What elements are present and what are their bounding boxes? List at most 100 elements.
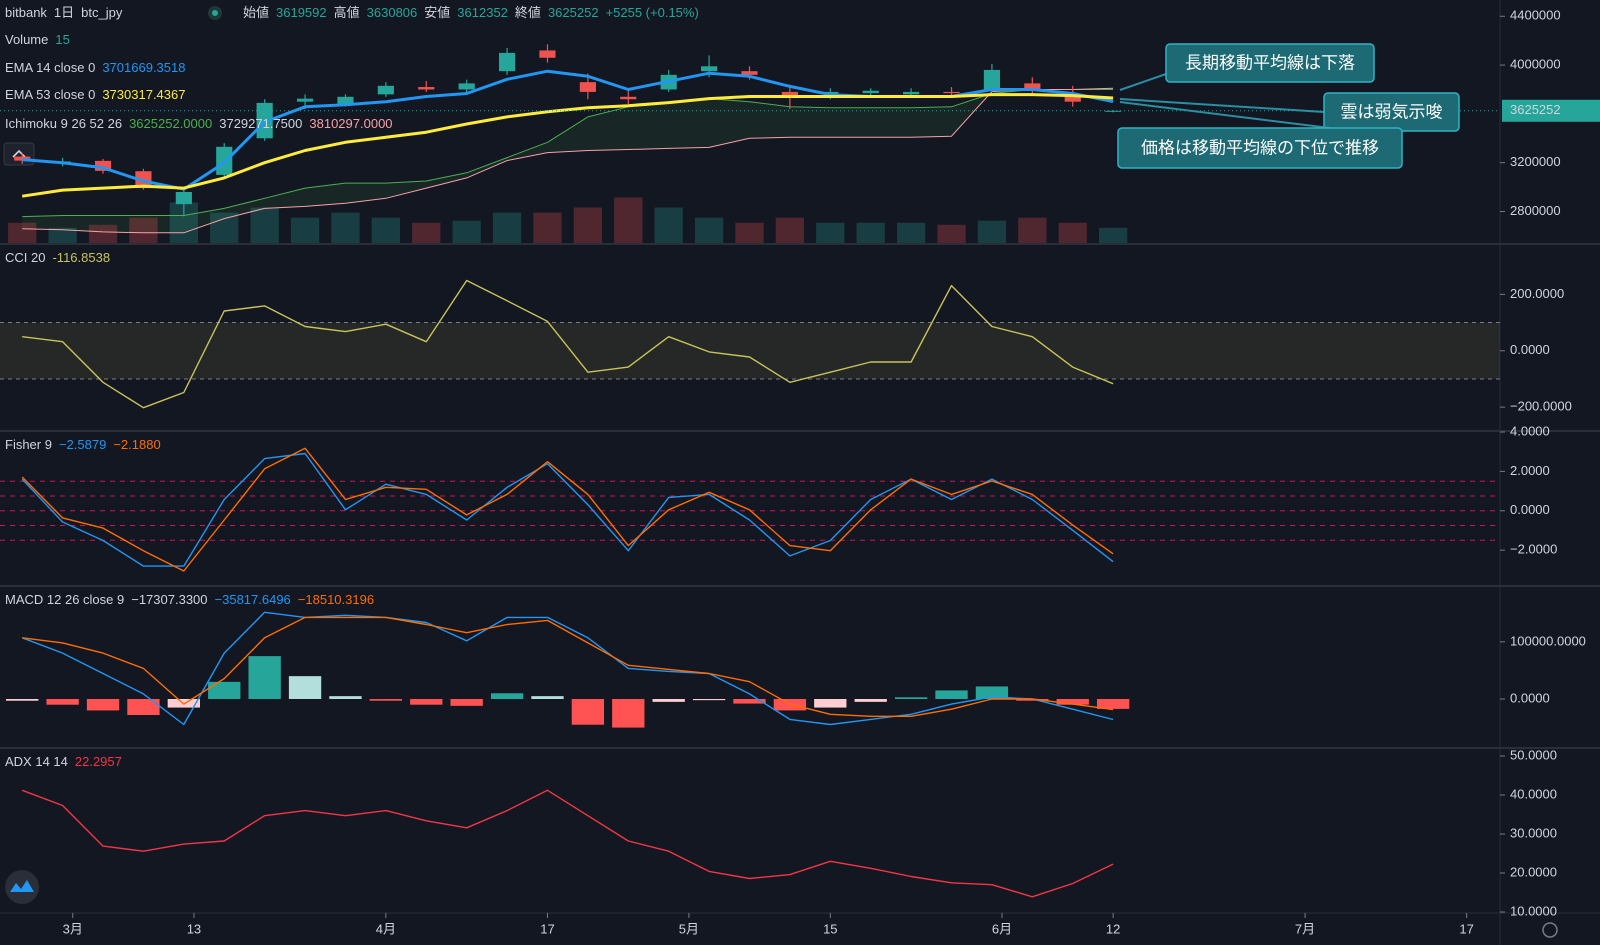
y-tick-label: 2800000 <box>1510 203 1561 218</box>
callout-pointer <box>1119 101 1331 129</box>
candle-body <box>296 98 314 102</box>
indicator-line <box>22 616 1114 717</box>
candle-body <box>943 91 960 94</box>
y-tick-label: 40.0000 <box>1510 786 1557 801</box>
histogram-bar <box>127 699 160 715</box>
y-tick-label: 20.0000 <box>1510 864 1557 879</box>
volume-bar <box>856 222 885 243</box>
histogram-bar <box>935 690 968 699</box>
legend-text: ADX 14 14 <box>5 754 68 769</box>
legend-row: Ichimoku 9 26 52 26 3625252.0000 3729271.7… <box>5 116 393 131</box>
histogram-bar <box>1096 699 1130 709</box>
legend-text: Ichimoku 9 26 52 26 <box>5 116 122 131</box>
candle-body <box>701 66 718 72</box>
volume-bar <box>88 224 118 243</box>
legend-row: Fisher 9 −2.5879 −2.1880 <box>5 437 161 452</box>
x-tick-label: 6月 <box>992 921 1012 936</box>
legend-row: EMA 14 close 0 3701669.3518 <box>5 60 185 75</box>
candle-body <box>579 82 596 92</box>
collapse-button[interactable] <box>3 142 35 166</box>
volume-bar <box>452 220 481 243</box>
legend-text: −18510.3196 <box>298 592 374 607</box>
legend-row: MACD 12 26 close 9 −17307.3300 −35817.6496… <box>5 592 374 607</box>
legend-text: EMA 53 close 0 <box>5 87 95 102</box>
y-tick-label: 100000.0000 <box>1510 633 1586 648</box>
histogram-bar <box>652 699 685 702</box>
histogram-bar <box>612 699 645 728</box>
candle-body <box>94 160 112 171</box>
volume-bar <box>937 224 966 243</box>
legend-text: 3630806 <box>367 5 418 20</box>
volume-bar <box>1098 227 1128 243</box>
y-tick-label: 3200000 <box>1510 154 1561 169</box>
ema-line <box>21 93 1114 198</box>
legend-text: −2.5879 <box>59 437 106 452</box>
histogram-bar <box>490 693 524 699</box>
histogram-bar <box>571 699 605 725</box>
y-tick-label: −2.0000 <box>1510 542 1557 557</box>
volume-bar <box>1058 222 1087 243</box>
candle-body <box>1024 83 1041 90</box>
callout-box <box>1117 127 1403 169</box>
histogram-bar <box>86 699 120 711</box>
legend-text: 3729271.7500 <box>219 116 302 131</box>
indicator-line <box>22 279 1114 409</box>
histogram-bar <box>6 699 39 701</box>
histogram-bar <box>1056 699 1089 705</box>
histogram-bar <box>894 697 928 699</box>
callout-text: 雲は弱気示唆 <box>1341 102 1443 121</box>
x-tick-label: 15 <box>823 921 837 936</box>
y-tick-label: 2.0000 <box>1510 463 1550 478</box>
legend-text: 1日 <box>54 5 74 20</box>
volume-bar <box>492 212 522 243</box>
histogram-bar <box>208 681 241 699</box>
callout-pointer <box>1119 73 1167 91</box>
volume-bar <box>735 222 764 243</box>
logo-icon <box>10 880 34 892</box>
legend-text: Fisher 9 <box>5 437 52 452</box>
volume-bar <box>573 207 603 243</box>
candle-body <box>377 85 394 95</box>
candle-body <box>498 52 516 72</box>
volume-bar <box>8 222 37 243</box>
candle-body <box>458 83 475 90</box>
candle-body <box>781 91 798 99</box>
volume-bar <box>977 220 1007 243</box>
legend-text: 3625252.0000 <box>129 116 212 131</box>
histogram-bar <box>450 699 483 706</box>
logo-badge[interactable] <box>5 870 39 904</box>
callout-box <box>1165 43 1375 83</box>
volume-bar <box>694 217 724 243</box>
y-tick-label: 30.0000 <box>1510 825 1557 840</box>
histogram-bar <box>733 699 766 704</box>
y-tick-label: 0.0000 <box>1510 502 1550 517</box>
legend-row: CCI 20 -116.8538 <box>5 250 110 265</box>
legend-text: bitbank <box>5 5 47 20</box>
legend-text: 3619592 <box>276 5 327 20</box>
ichimoku-span-a <box>22 89 1114 218</box>
candle-body <box>620 96 637 100</box>
legend-text: −35817.6496 <box>215 592 291 607</box>
settings-icon[interactable] <box>1542 922 1558 938</box>
legend-text: 高値 <box>334 5 360 20</box>
legend-row: bitbank 1日 btc_jpy <box>5 5 123 20</box>
x-tick-label: 17 <box>540 921 554 936</box>
indicator-line <box>21 447 1114 572</box>
volume-bar <box>896 222 926 243</box>
x-tick-label: 5月 <box>679 921 699 936</box>
candle-body <box>418 87 435 90</box>
callout-text: 長期移動平均線は下落 <box>1185 53 1355 72</box>
legend-text: 安値 <box>424 5 450 20</box>
candle-body <box>741 71 758 75</box>
band-fill <box>0 322 1500 379</box>
y-tick-label: −200.0000 <box>1510 399 1572 414</box>
ichimoku-span-b <box>22 87 1114 234</box>
legend-text: btc_jpy <box>81 5 123 20</box>
legend-text: Volume <box>5 32 48 47</box>
volume-bar <box>210 212 239 243</box>
histogram-bar <box>288 676 322 699</box>
legend-text: −17307.3300 <box>131 592 207 607</box>
candle-body <box>862 90 879 94</box>
legend-text: EMA 14 close 0 <box>5 60 95 75</box>
candle-body <box>1105 110 1122 112</box>
